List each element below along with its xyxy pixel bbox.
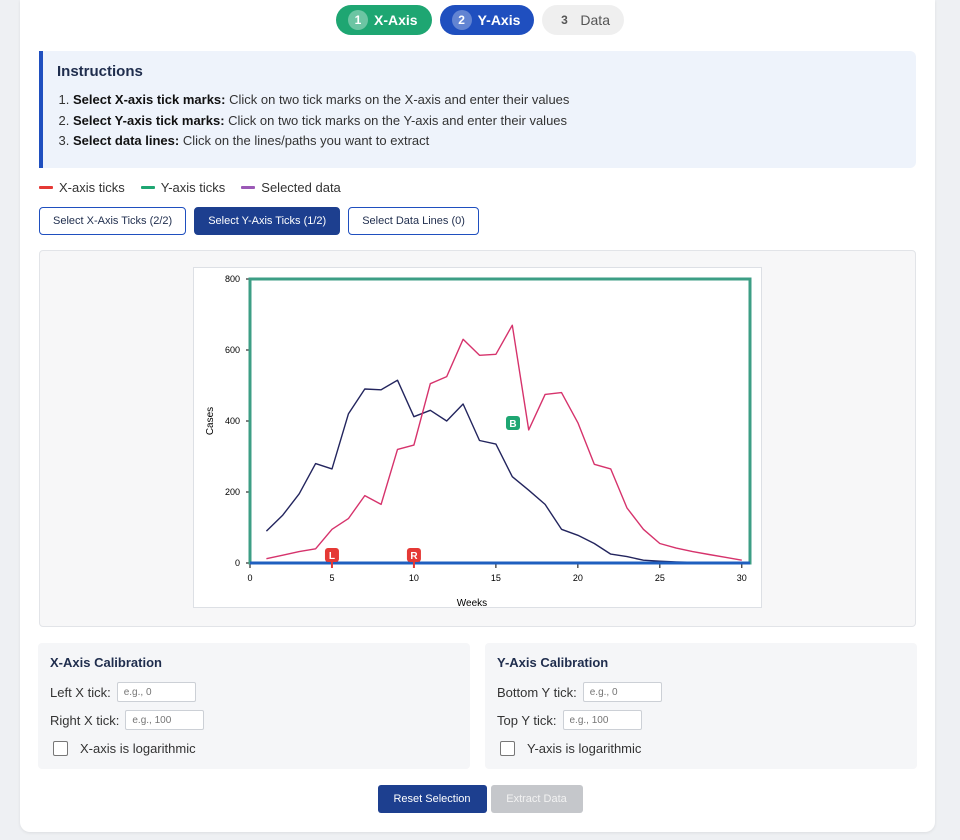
legend-label: Selected data: [261, 180, 341, 195]
legend-selected-data: Selected data: [241, 180, 341, 195]
y-tick-label: 600: [225, 345, 240, 355]
y-tick-label: 0: [235, 558, 240, 568]
legend-y-axis-ticks: Y-axis ticks: [140, 180, 226, 195]
y-tick-label: 200: [225, 487, 240, 497]
y-tick-label: 800: [225, 274, 240, 284]
left-x-label: Left X tick:: [50, 684, 111, 700]
marker-badge: [506, 416, 520, 430]
instructions-list: Select X-axis tick marks: Click on two t…: [57, 90, 902, 152]
bottom-y-input[interactable]: [582, 682, 662, 702]
x-log-label: X-axis is logarithmic: [80, 740, 196, 756]
step-number: 1: [348, 10, 369, 30]
x-tick-label: 15: [491, 573, 501, 583]
x-axis-calibration-panel: X-Axis Calibration Left X tick: Right X …: [38, 643, 470, 769]
x-tick-marker-r[interactable]: R: [406, 548, 421, 568]
right-x-input[interactable]: [125, 710, 205, 730]
step-number: 2: [451, 10, 472, 30]
extract-data-button[interactable]: Extract Data: [490, 785, 583, 813]
step-label: Y-Axis: [477, 12, 521, 28]
top-y-label: Top Y tick:: [497, 712, 557, 728]
y-axis-label: Cases: [205, 407, 216, 435]
legend-swatch: [39, 186, 53, 189]
instruction-item: Select data lines: Click on the lines/pa…: [73, 131, 902, 152]
x-calibration-title: X-Axis Calibration: [50, 655, 162, 670]
select-y-ticks-button[interactable]: Select Y-Axis Ticks (1/2): [194, 207, 341, 235]
right-x-label: Right X tick:: [50, 712, 120, 728]
legend-label: X-axis ticks: [59, 180, 125, 195]
instruction-bold: Select X-axis tick marks:: [73, 92, 226, 107]
instructions-panel: Instructions Select X-axis tick marks: C…: [39, 51, 916, 168]
bottom-y-row: Bottom Y tick:: [497, 678, 905, 706]
x-log-row: X-axis is logarithmic: [53, 734, 458, 762]
mode-buttons: Select X-Axis Ticks (2/2) Select Y-Axis …: [39, 207, 479, 235]
marker-badge: [406, 548, 421, 562]
marker-label: L: [329, 551, 335, 562]
instruction-item: Select Y-axis tick marks: Click on two t…: [73, 111, 902, 132]
y-calibration-title: Y-Axis Calibration: [497, 655, 609, 670]
x-tick-label: 30: [737, 573, 747, 583]
instruction-text: Click on the lines/paths you want to ext…: [179, 133, 430, 148]
series-line-crimson[interactable]: [266, 324, 742, 561]
legend-x-axis-ticks: X-axis ticks: [39, 180, 125, 195]
x-log-checkbox[interactable]: [53, 740, 68, 756]
select-data-lines-button[interactable]: Select Data Lines (0): [348, 207, 479, 235]
left-x-row: Left X tick:: [50, 678, 458, 706]
plot-border[interactable]: [248, 277, 752, 565]
marker-label: R: [410, 551, 418, 562]
step-label: X-Axis: [374, 12, 418, 28]
step-label: Data: [580, 12, 610, 28]
x-tick-label: 0: [247, 573, 252, 583]
legend-label: Y-axis ticks: [160, 180, 226, 195]
right-x-row: Right X tick:: [50, 706, 458, 734]
chart-svg[interactable]: 0 200 400 600 800 0 5 10 15 20 25 30 Cases Weeks L…: [194, 268, 763, 609]
series-line-navy[interactable]: [265, 379, 742, 564]
reset-selection-button[interactable]: Reset Selection: [377, 785, 487, 813]
x-tick-marker-l[interactable]: L: [324, 548, 339, 568]
instruction-text: Click on two tick marks on the X-axis an…: [225, 92, 570, 107]
footer-actions: Reset Selection Extract Data: [0, 785, 960, 813]
bottom-y-label: Bottom Y tick:: [497, 684, 577, 700]
instruction-bold: Select data lines:: [73, 133, 180, 148]
step-data[interactable]: 3 Data: [542, 5, 624, 35]
select-x-ticks-button[interactable]: Select X-Axis Ticks (2/2): [39, 207, 187, 235]
top-y-input[interactable]: [562, 710, 642, 730]
instruction-text: Click on two tick marks on the Y-axis an…: [224, 112, 568, 128]
x-tick-label: 10: [409, 573, 419, 583]
x-tick-label: 25: [655, 573, 665, 583]
x-axis-label: Weeks: [457, 598, 487, 609]
step-y-axis[interactable]: 2 Y-Axis: [439, 5, 535, 35]
instruction-item: Select X-axis tick marks: Click on two t…: [73, 90, 902, 111]
chart-frame[interactable]: 0 200 400 600 800 0 5 10 15 20 25 30 Cases Weeks L…: [193, 267, 763, 609]
left-x-input[interactable]: [116, 682, 196, 702]
y-log-label: Y-axis is logarithmic: [527, 740, 642, 756]
step-number: 3: [561, 13, 568, 27]
instruction-bold: Select Y-axis tick marks:: [73, 112, 225, 128]
step-x-axis[interactable]: 1 X-Axis: [336, 5, 432, 35]
marker-label: B: [509, 419, 516, 430]
x-tick-label: 20: [573, 573, 583, 583]
y-tick-marker-b[interactable]: B: [506, 416, 520, 430]
y-log-row: Y-axis is logarithmic: [500, 734, 905, 762]
instructions-title: Instructions: [57, 63, 143, 80]
y-axis-calibration-panel: Y-Axis Calibration Bottom Y tick: Top Y …: [485, 643, 917, 769]
stepper: 1 X-Axis 2 Y-Axis 3 Data: [0, 5, 960, 35]
x-tick-label: 5: [329, 573, 334, 583]
top-y-row: Top Y tick:: [497, 706, 905, 734]
y-tick-label: 400: [225, 416, 240, 426]
marker-badge: [324, 548, 339, 562]
legend-swatch: [241, 186, 256, 189]
legend-swatch: [140, 186, 155, 189]
y-log-checkbox[interactable]: [500, 740, 515, 756]
legend: X-axis ticks Y-axis ticks Selected data: [39, 180, 341, 195]
